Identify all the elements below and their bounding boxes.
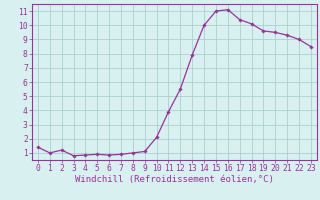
X-axis label: Windchill (Refroidissement éolien,°C): Windchill (Refroidissement éolien,°C) xyxy=(75,175,274,184)
